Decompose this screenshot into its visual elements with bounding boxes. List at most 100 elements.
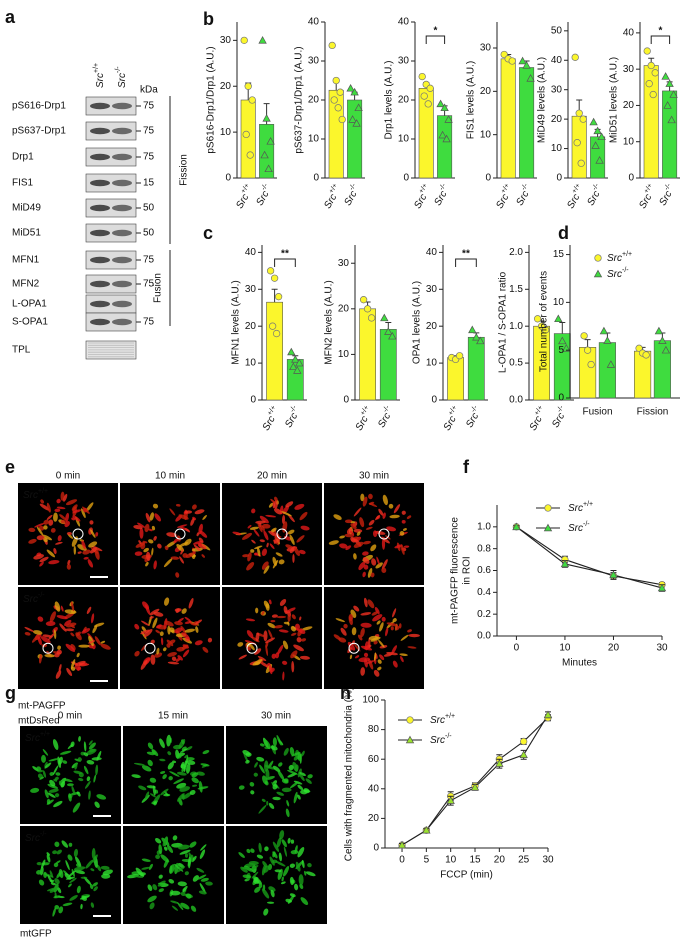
significance-label: * [433,26,437,37]
mitochondria [278,762,283,767]
y-tick-label: 10 [245,358,257,369]
panel-label: b [203,9,214,29]
significance-label: ** [281,249,289,260]
mitochondria [56,849,62,855]
mitochondria [264,760,269,772]
mitochondria [377,659,382,664]
category-label-sup: +/+ [643,183,654,195]
mitochondria [134,623,140,630]
data-point [573,139,581,147]
mitochondria [370,544,377,552]
x-tick-label: 20 [608,643,620,654]
mitochondria [180,549,184,555]
mitochondria [96,864,102,872]
mitochondria [196,532,200,537]
y-tick-label: 20 [220,81,232,92]
category-label-sup: +/+ [360,405,371,417]
mitochondria [164,620,174,627]
legend-label-sup: -/- [445,733,452,740]
mitochondria [173,778,184,785]
y-axis-label: mt-PAGFP fluorescence [450,517,461,624]
mitochondria [273,500,278,509]
mitochondria [246,646,251,651]
y-axis-label: MiD51 levels (A.U.) [609,57,620,143]
mitochondria [151,547,154,556]
mitochondria [167,652,178,657]
mitochondria [154,513,162,522]
legend-label: Src-/- [607,267,629,279]
marker-label: 50 [143,228,155,239]
mitochondria [153,560,157,570]
mitochondria [340,627,347,636]
mitochondria [370,636,381,642]
data-point [418,72,426,81]
mitochondria [43,525,48,530]
mitochondria [102,869,113,876]
mitochondria [245,759,250,764]
legend-marker [543,523,553,532]
mitochondria [28,527,36,533]
mitochondria [166,540,176,548]
blot-row-label: TPL [12,345,31,356]
mitochondria [175,753,182,759]
data-point [328,41,336,50]
data-point [595,156,604,164]
mitochondria [78,644,90,648]
time-label: 0 min [56,471,80,482]
mitochondria [53,512,58,522]
data-point [272,329,281,338]
mitochondria [49,611,56,623]
mitochondria [36,766,42,772]
mitochondria [382,512,386,519]
mitochondria [291,661,295,673]
mitochondria [283,778,289,783]
panel-label: h [340,683,351,703]
mitochondria [256,854,264,859]
data-point [422,825,431,834]
mitochondria [92,882,98,887]
y-tick-label: 30 [623,64,635,75]
mitochondria [185,763,191,774]
mitochondria [185,552,195,559]
data-point [266,267,275,275]
data-point [242,130,250,139]
mitochondria [181,632,190,640]
mitochondria [164,545,169,551]
mitochondria [146,785,156,789]
mitochondria [179,542,189,547]
mitochondria [251,539,256,544]
mitochondria [163,647,167,652]
mitochondria [373,640,378,645]
mitochondria [93,774,97,783]
mitochondria [202,750,210,755]
mitochondria [194,640,203,646]
mitochondria [166,643,171,648]
lane-label: Src-/- [115,66,127,88]
mitochondria [81,540,86,550]
category-label-sup: -/- [382,404,392,414]
mitochondria [196,874,207,880]
data-point [577,159,585,167]
category-label-sup: +/+ [418,183,429,195]
genotype-label-text: Src [23,490,38,501]
mitochondria [353,605,360,612]
mitochondria [56,615,68,620]
blot-band [112,127,132,135]
mitochondria [44,789,49,799]
mitochondria [55,860,61,864]
data-point [240,36,248,45]
mitochondria [407,646,417,649]
mitochondria [53,778,58,782]
mitochondria [134,875,144,878]
data-point [384,327,393,335]
mitochondria [43,519,49,525]
category-label-sup: -/- [439,182,449,192]
data-point [519,750,528,758]
data-point [354,103,363,112]
mitochondria [364,658,368,668]
mitochondria [166,844,174,853]
mitochondria [258,882,263,889]
mitochondria [72,509,82,514]
mitochondria [283,866,290,877]
x-tick-label: 30 [656,643,668,654]
